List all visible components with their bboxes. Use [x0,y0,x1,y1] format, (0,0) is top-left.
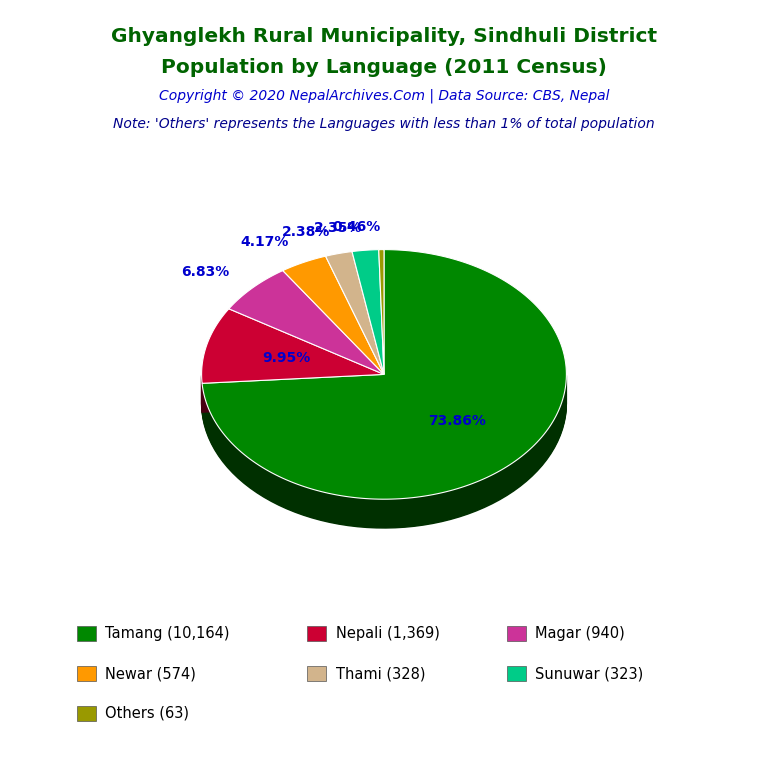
Polygon shape [202,250,566,499]
Polygon shape [326,252,384,375]
Text: Magar (940): Magar (940) [535,626,625,641]
Polygon shape [201,376,384,386]
Polygon shape [202,398,566,522]
Polygon shape [201,396,384,406]
Polygon shape [202,376,566,500]
Polygon shape [201,384,384,392]
Polygon shape [201,399,384,409]
Polygon shape [202,309,384,383]
Text: 6.83%: 6.83% [181,265,229,279]
Polygon shape [201,399,384,408]
Polygon shape [202,402,566,527]
Text: 2.38%: 2.38% [282,225,330,239]
Polygon shape [202,392,566,516]
Polygon shape [352,250,384,375]
Polygon shape [201,385,384,394]
Polygon shape [201,386,384,395]
Polygon shape [201,390,384,399]
Polygon shape [202,390,566,515]
Polygon shape [202,386,566,511]
Polygon shape [202,389,566,514]
Polygon shape [201,401,384,410]
Polygon shape [283,257,384,375]
Polygon shape [229,270,384,375]
Polygon shape [202,379,566,504]
Text: 9.95%: 9.95% [263,351,311,365]
Text: Tamang (10,164): Tamang (10,164) [105,626,230,641]
Text: Note: 'Others' represents the Languages with less than 1% of total population: Note: 'Others' represents the Languages … [113,117,655,131]
Polygon shape [202,401,566,525]
Polygon shape [202,385,566,509]
Text: Population by Language (2011 Census): Population by Language (2011 Census) [161,58,607,77]
Polygon shape [201,387,384,396]
Polygon shape [202,393,566,518]
Text: Copyright © 2020 NepalArchives.Com | Data Source: CBS, Nepal: Copyright © 2020 NepalArchives.Com | Dat… [159,88,609,103]
Polygon shape [201,393,384,402]
Polygon shape [202,403,566,528]
Polygon shape [201,376,384,385]
Text: Others (63): Others (63) [105,706,189,721]
Polygon shape [201,395,384,404]
Polygon shape [202,389,566,513]
Text: 2.35%: 2.35% [313,221,362,235]
Text: 4.17%: 4.17% [240,235,289,250]
Text: Nepali (1,369): Nepali (1,369) [336,626,439,641]
Polygon shape [201,389,384,397]
Text: Thami (328): Thami (328) [336,666,425,681]
Polygon shape [201,378,384,387]
Polygon shape [201,398,384,406]
Polygon shape [202,387,566,511]
Text: Sunuwar (323): Sunuwar (323) [535,666,644,681]
Text: 0.46%: 0.46% [333,220,381,234]
Polygon shape [201,394,384,403]
Polygon shape [201,389,384,399]
Text: Ghyanglekh Rural Municipality, Sindhuli District: Ghyanglekh Rural Municipality, Sindhuli … [111,27,657,46]
Polygon shape [202,380,566,505]
Polygon shape [201,381,384,390]
Polygon shape [201,380,384,389]
Polygon shape [201,402,384,411]
Polygon shape [202,395,566,520]
Polygon shape [201,382,384,392]
Polygon shape [202,376,566,502]
Polygon shape [202,384,566,508]
Polygon shape [202,381,566,506]
Polygon shape [201,392,384,401]
Polygon shape [202,382,566,507]
Polygon shape [202,378,566,502]
Polygon shape [202,394,566,518]
Polygon shape [202,399,566,523]
Text: Newar (574): Newar (574) [105,666,196,681]
Polygon shape [202,396,566,521]
Polygon shape [201,403,384,412]
Text: 73.86%: 73.86% [429,414,486,429]
Polygon shape [202,399,566,525]
Polygon shape [379,250,384,375]
Polygon shape [201,379,384,388]
